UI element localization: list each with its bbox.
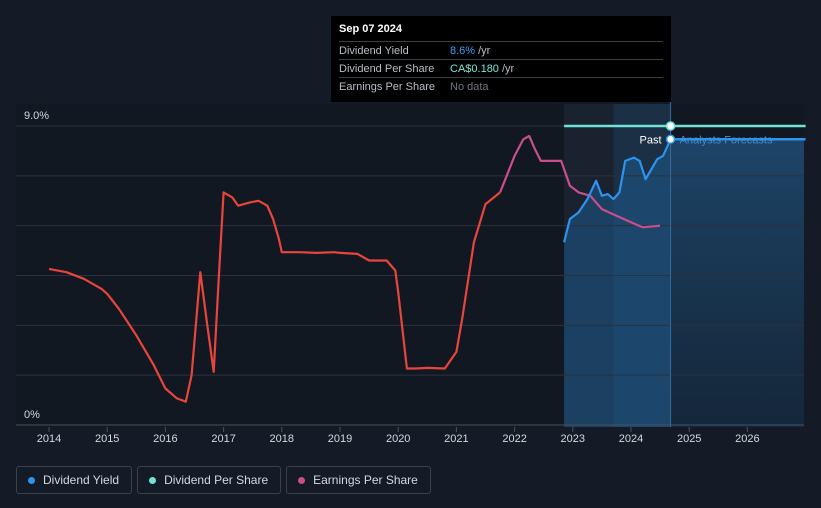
tooltip-row-earnings-per-share: Earnings Per Share No data [339,77,663,95]
legend-dividend-yield[interactable]: Dividend Yield [16,466,133,494]
dividend-yield-line [563,138,672,243]
tooltip-label: Earnings Per Share [339,80,435,93]
x-tick-label: 2014 [37,433,61,445]
legend-dividend-per-share[interactable]: Dividend Per Share [137,466,282,494]
earnings-per-share-line [48,191,501,403]
dividend-yield-area [564,139,671,428]
tooltip-value: 8.6% [450,44,476,57]
tooltip-row-dividend-per-share: Dividend Per Share CA$0.180 /yr [339,59,663,77]
chart-legend: Dividend Yield Dividend Per Share Earnin… [16,466,431,494]
forecast-label: Analysts Forecasts [680,134,773,146]
tooltip-panel: Sep 07 2024 Dividend Yield 8.6% /yr Divi… [331,16,671,102]
x-tick-label: 2016 [153,433,177,445]
legend-label: Earnings Per Share [313,473,418,487]
x-tick-label: 2022 [502,433,526,445]
legend-dot-icon [28,476,35,484]
tooltip-date: Sep 07 2024 [339,23,402,35]
x-tick-label: 2026 [735,433,759,445]
forecast-area [670,139,804,428]
x-tick-label: 2018 [270,433,294,445]
past-label: Past [640,134,662,146]
legend-dot-icon [298,476,306,484]
x-tick-label: 2021 [444,433,468,445]
tooltip-value: No data [450,80,489,93]
dividend-per-share-marker [665,121,676,131]
legend-label: Dividend Yield [43,473,120,487]
tooltip-unit: /yr [501,62,515,75]
tooltip-label: Dividend Yield [339,44,409,57]
x-tick-label: 2023 [561,433,585,445]
y-tick-label: 9.0% [24,110,49,122]
x-tick-label: 2025 [677,433,701,445]
x-tick-label: 2017 [211,433,235,445]
x-tick-label: 2020 [386,433,410,445]
earnings-per-share-line-recent [499,134,661,229]
legend-earnings-per-share[interactable]: Earnings Per Share [286,466,431,494]
y-tick-label: 0% [24,409,40,421]
x-tick-label: 2024 [619,433,643,445]
tooltip-label: Dividend Per Share [339,62,435,75]
tooltip-value: CA$0.180 [450,62,499,75]
tooltip-row-dividend-yield: Dividend Yield 8.6% /yr [339,41,663,59]
tooltip-unit: /yr [478,44,491,57]
dividend-yield-marker [665,134,676,145]
x-tick-label: 2015 [95,433,119,445]
x-tick-label: 2019 [328,433,352,445]
legend-label: Dividend Per Share [164,473,269,487]
legend-dot-icon [149,476,157,484]
